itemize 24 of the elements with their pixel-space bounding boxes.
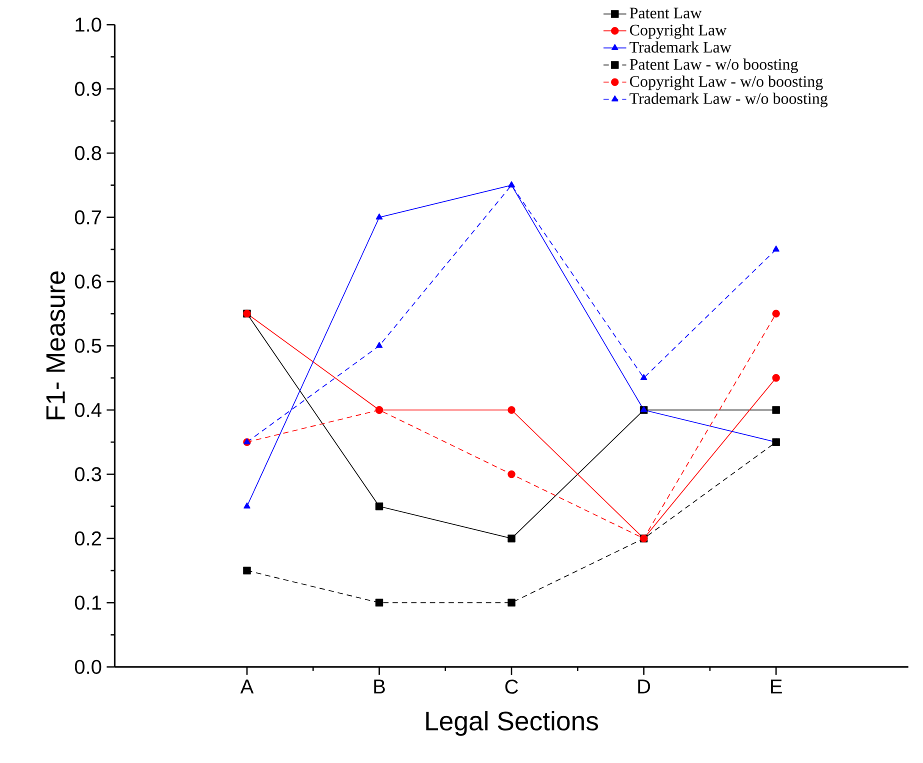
x-tick-label: B (374, 680, 385, 694)
y-tick-label: 0.6 (74, 274, 102, 289)
y-tick-label: 1.0 (76, 18, 102, 32)
y-tick-label: 0.3 (74, 467, 102, 482)
legend-label: Trademark Law (630, 41, 732, 53)
x-axis-title: Legal Sections (426, 710, 598, 736)
legend-label: Copyright Law (630, 24, 727, 39)
y-tick-label: 0.8 (74, 146, 102, 160)
y-tick-label: 0.4 (74, 402, 102, 418)
y-tick-label: 0.1 (74, 596, 102, 610)
legend-label: Copyright Law - w/o boosting (630, 76, 823, 90)
x-tick-label: C (505, 680, 518, 694)
legend-label: Patent Law - w/o boosting (630, 58, 798, 74)
x-tick-label: A (240, 680, 254, 694)
x-tick-label: E (771, 680, 782, 694)
legend-label: Patent Law (630, 8, 702, 18)
x-tick-label: D (638, 680, 650, 694)
y-tick-label: 0.0 (74, 660, 102, 674)
y-tick-label: 0.9 (74, 82, 102, 96)
y-tick-label: 0.5 (74, 338, 102, 353)
legend-label: Trademark Law - w/o boosting (630, 92, 828, 108)
y-tick-label: 0.7 (74, 210, 101, 224)
y-tick-label: 0.2 (74, 531, 101, 546)
y-axis-title: F1- Measure (46, 271, 66, 420)
